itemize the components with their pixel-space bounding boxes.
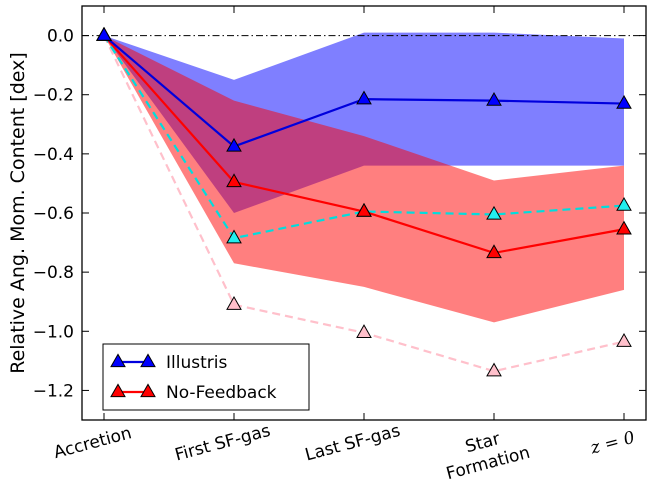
y-axis-label: Relative Ang. Mom. Content [dex] [7,52,29,374]
x-tick-label-line: Last SF-gas [303,421,403,466]
data-point-s0-0 [96,26,112,41]
y-tick-label: −0.8 [33,263,74,283]
y-tick-label: −0.2 [33,86,74,106]
x-tick-label-line: z = 0 [588,428,638,459]
series-line-2 [103,34,625,240]
confidence-bands [104,32,624,323]
y-tick-label: −1.0 [33,322,74,342]
x-tick-label: First SF-gas [173,421,273,466]
legend-marker [140,353,156,368]
data-point-s1-4 [616,220,632,235]
data-point-s3-4 [616,332,632,347]
legend-marker [110,353,126,368]
data-point-s1-1 [226,173,242,188]
data-point-s0-1 [226,137,242,152]
data-point-s0-3 [486,91,502,106]
data-point-s0-4 [616,94,632,109]
y-tick-label: −0.6 [33,204,74,224]
legend-marker [140,383,156,398]
y-tick-label: −1.2 [33,381,74,401]
x-tick-label-line: Accretion [52,423,134,463]
data-point-s1-2 [356,202,372,217]
x-tick-label: Accretion [52,423,134,463]
data-point-s2-1 [226,229,242,244]
data-point-s2-3 [486,205,502,220]
series-markers [96,26,632,377]
x-tick-label-line: First SF-gas [173,421,273,466]
legend-label: No-Feedback [166,383,277,403]
x-tick-label: z = 0 [588,428,638,459]
data-point-s3-3 [486,362,502,377]
legend-marker [110,383,126,398]
data-point-s0-2 [356,90,372,105]
data-point-s1-3 [486,244,502,259]
data-point-s3-2 [356,324,372,338]
data-point-s2-4 [616,196,632,211]
legend-label: Illustris [166,353,227,373]
data-point-s3-1 [226,296,242,310]
x-tick-label: Last SF-gas [303,421,403,466]
legend: Illustris No-Feedback [102,343,310,411]
x-tick-label: StarFormation [439,422,533,484]
y-tick-label: 0.0 [47,27,74,47]
y-tick-label: −0.4 [33,145,74,165]
legend-box [102,343,310,411]
